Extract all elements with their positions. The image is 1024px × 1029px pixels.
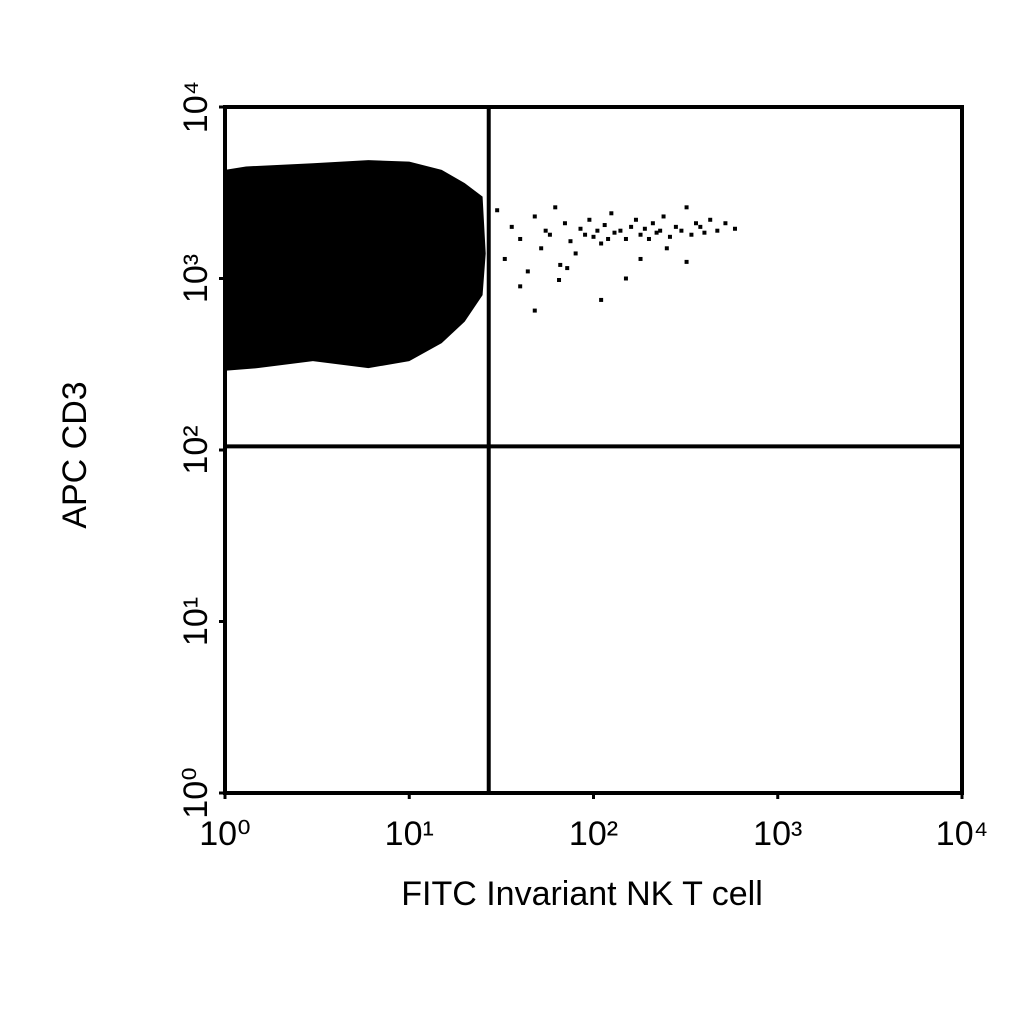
event-dot <box>684 259 689 264</box>
event-dot <box>612 230 617 235</box>
event-dot <box>583 232 588 237</box>
event-dot <box>565 266 570 271</box>
event-dot <box>587 217 592 222</box>
event-dot <box>684 205 689 210</box>
x-tick-label: 10² <box>569 815 618 853</box>
event-dot <box>509 224 514 229</box>
event-dot <box>623 236 628 241</box>
event-dot <box>557 278 562 283</box>
event-dot <box>638 232 643 237</box>
event-dot <box>591 234 596 239</box>
y-tick-label: 10⁴ <box>177 81 215 133</box>
event-dot <box>532 214 537 219</box>
y-axis-label: APC CD3 <box>56 381 94 528</box>
y-tick-label: 10⁰ <box>177 767 215 818</box>
event-dot <box>599 297 604 302</box>
event-dot <box>646 236 651 241</box>
event-dot <box>573 251 578 256</box>
y-tick-label: 10³ <box>177 254 215 303</box>
event-dot <box>642 226 647 231</box>
x-tick-label: 10¹ <box>385 815 434 853</box>
event-dot <box>562 221 567 226</box>
y-tick-label: 10² <box>177 425 215 474</box>
event-dot <box>518 284 523 289</box>
event-dot <box>618 228 623 233</box>
density-region <box>225 160 486 371</box>
event-dot <box>553 205 558 210</box>
event-dot <box>547 232 552 237</box>
event-dot <box>715 228 720 233</box>
event-dot <box>623 276 628 281</box>
event-dot <box>664 246 669 251</box>
event-dot <box>599 241 604 246</box>
event-dot <box>568 239 573 244</box>
event-dot <box>539 246 544 251</box>
event-dot <box>667 234 672 239</box>
event-dot <box>650 221 655 226</box>
event-dot <box>578 226 583 231</box>
event-dot <box>525 269 530 274</box>
event-dot <box>732 226 737 231</box>
event-dot <box>689 232 694 237</box>
event-dot <box>518 236 523 241</box>
event-dot <box>543 228 548 233</box>
x-axis-label: FITC Invariant NK T cell <box>401 875 763 913</box>
event-dot <box>595 228 600 233</box>
event-dot <box>602 223 607 228</box>
event-dot <box>658 228 663 233</box>
event-dot <box>698 224 703 229</box>
event-dot <box>629 224 634 229</box>
x-tick-label: 10⁰ <box>199 815 250 853</box>
event-dot <box>723 221 728 226</box>
event-dot <box>654 230 659 235</box>
event-dot <box>633 217 638 222</box>
event-dot <box>606 236 611 241</box>
event-dot <box>502 256 507 261</box>
event-dot <box>661 214 666 219</box>
event-dot <box>693 221 698 226</box>
x-tick-label: 10³ <box>753 815 802 853</box>
y-tick-label: 10¹ <box>177 597 215 646</box>
event-dot <box>708 217 713 222</box>
event-dot <box>558 262 563 267</box>
event-dot <box>679 228 684 233</box>
event-dot <box>495 208 500 213</box>
event-dot <box>638 256 643 261</box>
event-dot <box>609 211 614 216</box>
event-dot <box>532 308 537 313</box>
event-dot <box>702 230 707 235</box>
event-dot <box>673 224 678 229</box>
x-tick-label: 10⁴ <box>936 815 988 853</box>
